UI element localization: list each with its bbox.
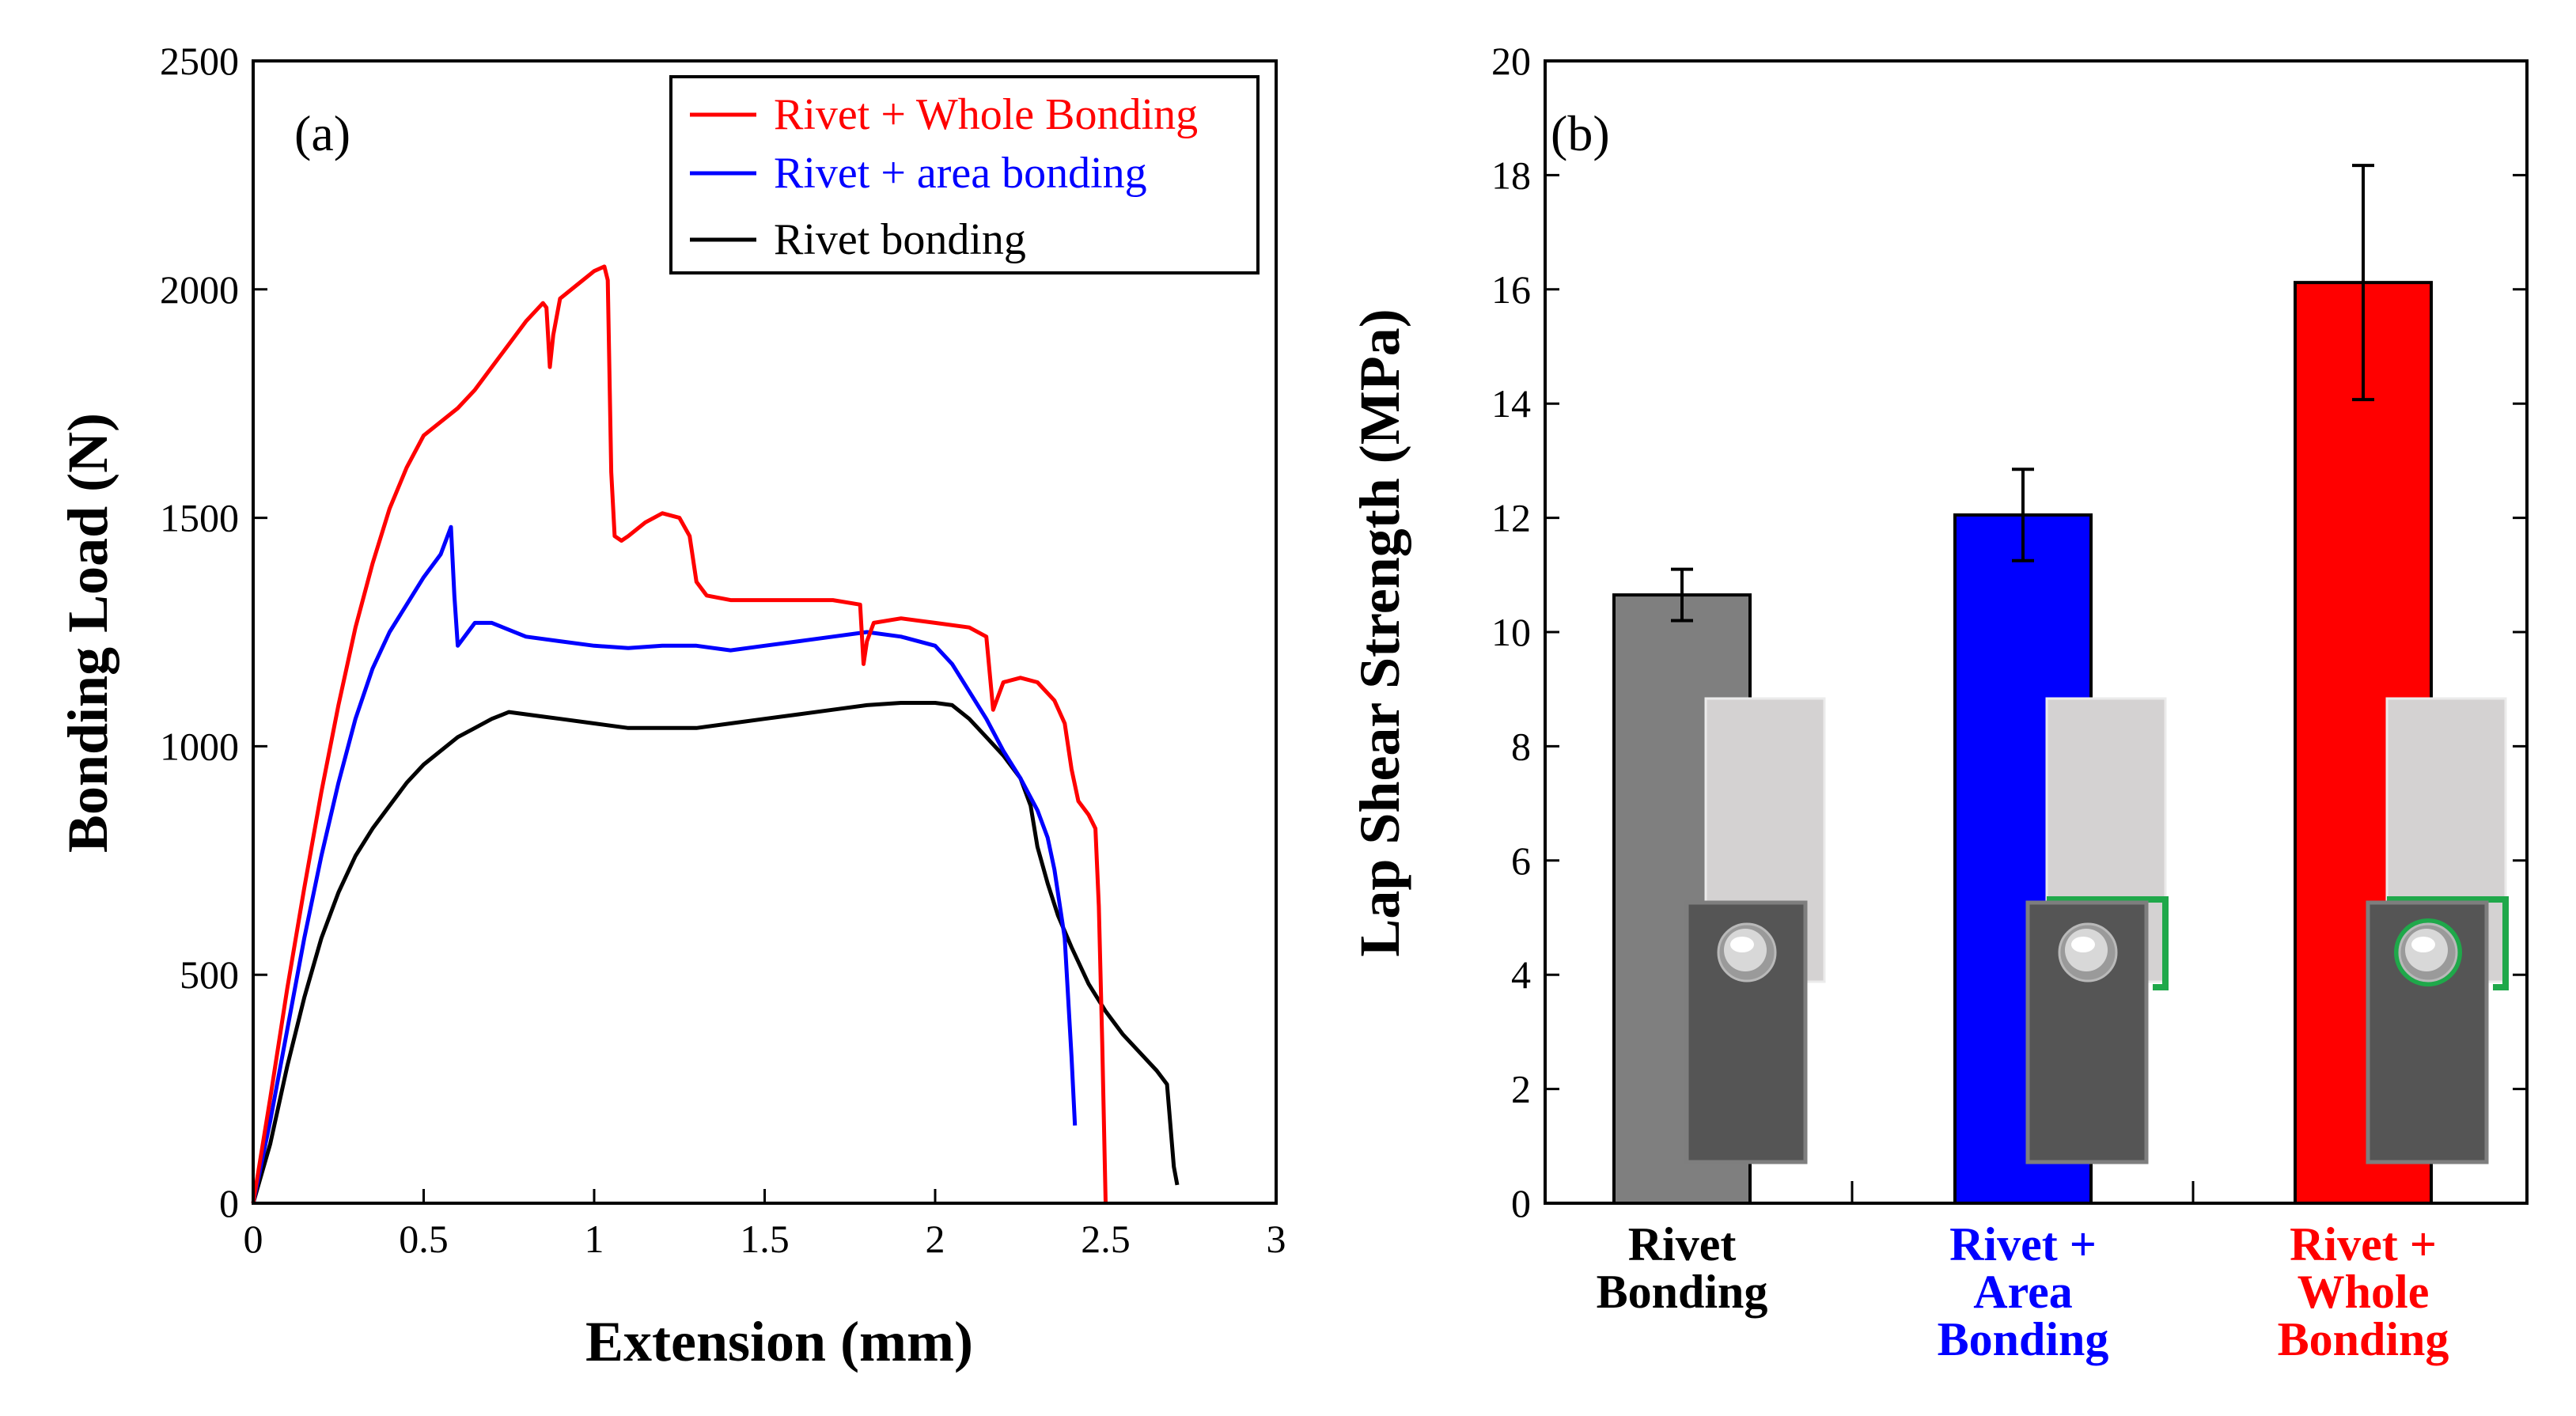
y-tick-label: 1000 — [160, 724, 239, 768]
series-line-whole-bonding — [251, 264, 1108, 1204]
rivet-highlight — [2071, 937, 2095, 952]
y-tick-label: 20 — [1491, 39, 1531, 83]
x-tick-label: 2 — [926, 1217, 945, 1261]
rivet-highlight — [2411, 937, 2435, 952]
legend: Rivet + Whole Bonding Rivet + area bondi… — [669, 75, 1260, 274]
legend-box — [669, 75, 1260, 274]
x-tick-label: 0 — [244, 1217, 263, 1261]
x-tick-label: 2.5 — [1081, 1217, 1131, 1261]
legend-label-rivet: Rivet bonding — [774, 215, 1026, 264]
error-bars — [1671, 164, 2374, 623]
legend-label-whole: Rivet + Whole Bonding — [774, 90, 1198, 139]
y-axis-title: Bonding Load (N) — [56, 413, 119, 853]
x-axis-title: Extension (mm) — [585, 1310, 973, 1373]
plot-frame-b — [1544, 59, 2529, 1205]
y-tick-label: 0 — [219, 1181, 239, 1225]
y-tick-label: 14 — [1491, 381, 1531, 426]
category-label-line: Bonding — [1938, 1313, 2109, 1365]
y-tick-label: 4 — [1511, 952, 1531, 997]
lower-plate — [2025, 900, 2149, 1164]
y-tick-label: 12 — [1491, 496, 1531, 540]
y-tick-label: 16 — [1491, 267, 1531, 312]
category-label-line: Whole — [2298, 1266, 2430, 1318]
category-label-line: Rivet — [1628, 1218, 1737, 1270]
y-tick-label: 8 — [1511, 724, 1531, 768]
plot-frame — [252, 59, 1278, 1205]
y-tick-label: 2500 — [160, 39, 239, 83]
rivet-whole-bonding-joint-icon — [2366, 697, 2509, 1164]
y-axis-title-b: Lap Shear Strength (MPa) — [1348, 309, 1411, 956]
category-label-line: Area — [1973, 1266, 2073, 1318]
y-tick-label: 2 — [1511, 1067, 1531, 1111]
x-tick-label: 1 — [585, 1217, 604, 1261]
legend-label-area: Rivet + area bonding — [774, 149, 1147, 198]
panel-label-b: (b) — [1551, 105, 1610, 161]
y-tick-label: 10 — [1491, 610, 1531, 654]
x-tick-label: 0.5 — [399, 1217, 449, 1261]
rivet-highlight — [1730, 937, 1754, 952]
line-chart-panel: (a) 0 500 1000 1500 2000 2500 0 0.5 1 1.5 2 2.5 3 E… — [56, 39, 1286, 1373]
category-label-line: Rivet + — [1949, 1218, 2097, 1270]
category-label-line: Bonding — [2278, 1313, 2449, 1365]
category-label-line: Bonding — [1597, 1266, 1768, 1318]
adhesive-outline — [2387, 896, 2509, 990]
y-tick-label: 500 — [180, 952, 239, 997]
joint-icons — [1684, 697, 2509, 1164]
x-axis-ticks: 0 0.5 1 1.5 2 2.5 3 — [244, 1189, 1286, 1261]
category-label-line: Rivet + — [2290, 1218, 2437, 1270]
adhesive-ring — [2394, 918, 2462, 986]
x-axis-category-ticks — [1851, 1181, 2195, 1203]
rivet-area-bonding-joint-icon — [2025, 697, 2169, 1164]
y-tick-label: 1500 — [160, 496, 239, 540]
series-lines — [251, 264, 1180, 1204]
series-line-rivet-bonding — [251, 701, 1180, 1204]
y-axis-ticks: 0 500 1000 1500 2000 2500 — [160, 39, 267, 1225]
y-tick-label: 2000 — [160, 267, 239, 312]
x-tick-label: 1.5 — [740, 1217, 790, 1261]
adhesive-outline — [2047, 896, 2169, 990]
series-line-area-bonding — [251, 524, 1078, 1204]
y-tick-label: 6 — [1511, 839, 1531, 883]
rivet-only-joint-icon — [1684, 697, 1826, 1164]
y-tick-label: 0 — [1511, 1181, 1531, 1225]
y-tick-label: 18 — [1491, 153, 1531, 197]
panel-label-a: (a) — [294, 105, 350, 161]
x-tick-label: 3 — [1267, 1217, 1286, 1261]
